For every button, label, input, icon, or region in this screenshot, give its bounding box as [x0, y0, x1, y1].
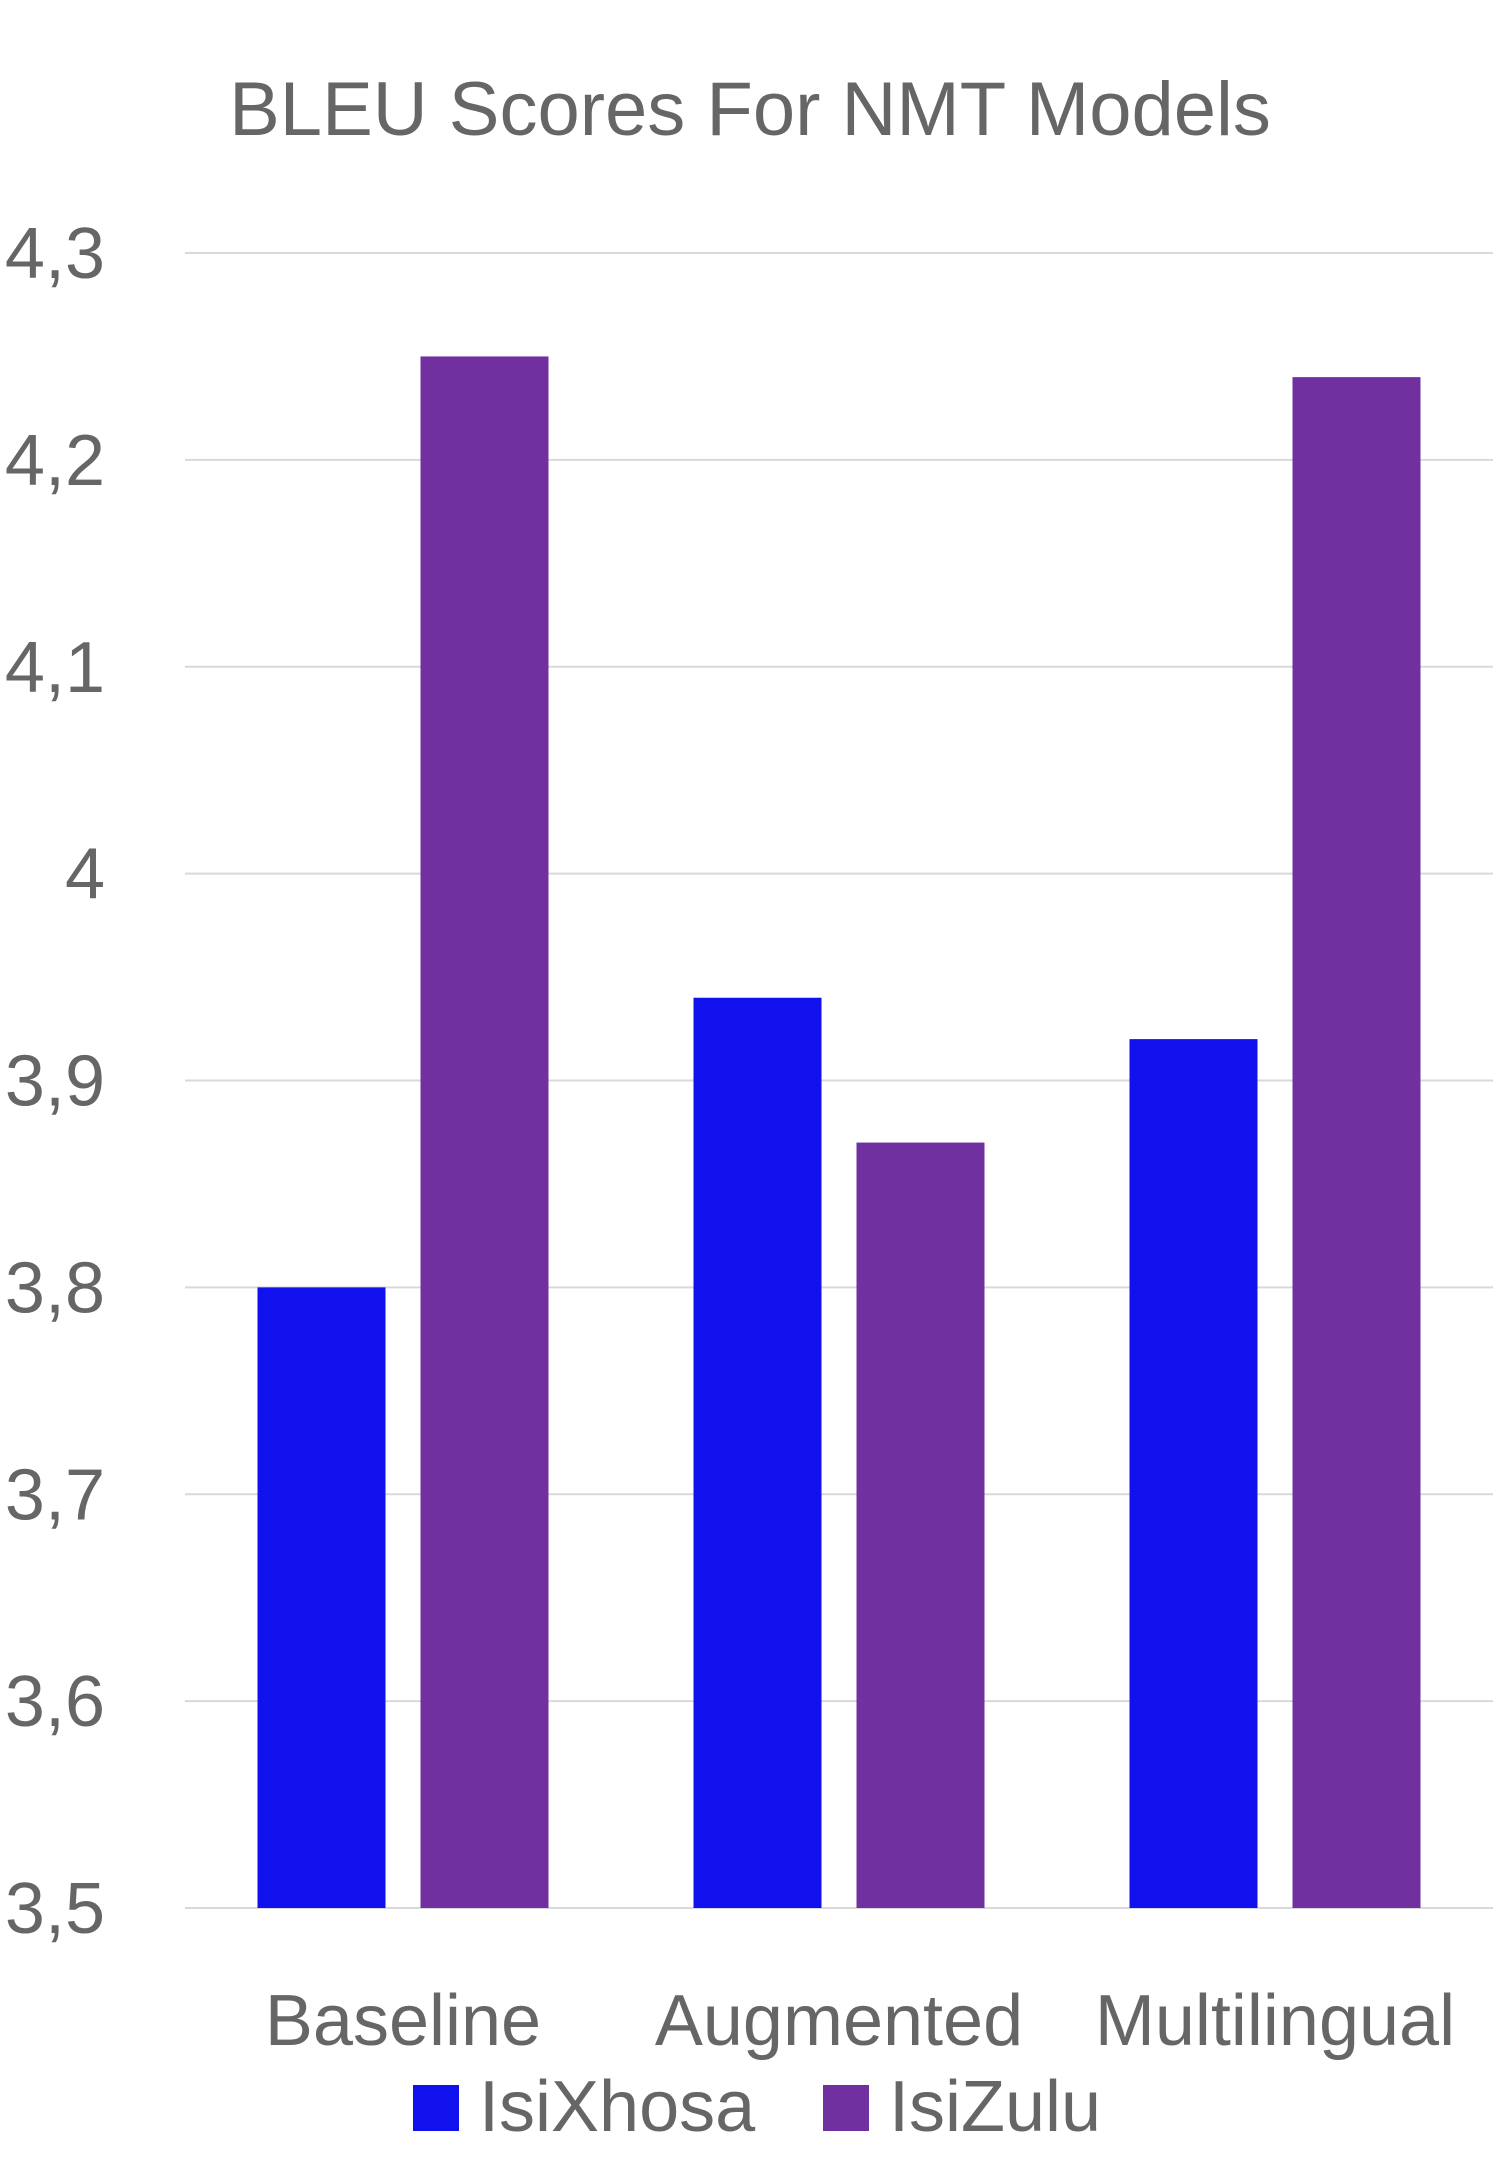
y-tick-label: 3,5: [5, 1869, 105, 1949]
bar-isizulu-augmented: [856, 1142, 985, 1908]
x-axis-tick-labels: Baseline Augmented Multilingual: [265, 1981, 1455, 2061]
y-tick-label: 3,7: [5, 1455, 105, 1535]
bar-isixhosa-baseline: [257, 1287, 386, 1908]
chart-title: BLEU Scores For NMT Models: [229, 67, 1271, 152]
grid-lines: [185, 252, 1493, 1909]
y-tick-label: 3,9: [5, 1042, 105, 1122]
y-tick-label: 4: [65, 835, 105, 915]
legend-swatch: [823, 2085, 869, 2131]
bar-isixhosa-augmented: [693, 997, 822, 1908]
legend-swatch: [413, 2085, 459, 2131]
legend: IsiXhosa IsiZulu: [413, 2067, 1101, 2147]
y-tick-label: 3,8: [5, 1248, 105, 1328]
x-tick-label: Baseline: [265, 1981, 541, 2061]
y-tick-label: 4,3: [5, 214, 105, 294]
y-tick-label: 4,2: [5, 421, 105, 501]
bar-isizulu-baseline: [420, 356, 549, 1908]
bars: [257, 356, 1421, 1908]
y-tick-label: 3,6: [5, 1662, 105, 1742]
legend-label: IsiZulu: [889, 2067, 1101, 2147]
x-tick-label: Multilingual: [1095, 1981, 1455, 2061]
x-tick-label: Augmented: [655, 1981, 1023, 2061]
y-tick-label: 4,1: [5, 628, 105, 708]
legend-label: IsiXhosa: [479, 2067, 756, 2147]
bar-isizulu-multilingual: [1292, 377, 1421, 1908]
bar-isixhosa-multilingual: [1129, 1039, 1258, 1908]
y-axis-tick-labels: 3,5 3,6 3,7 3,8 3,9 4 4,1 4,2 4,3: [5, 214, 105, 1949]
